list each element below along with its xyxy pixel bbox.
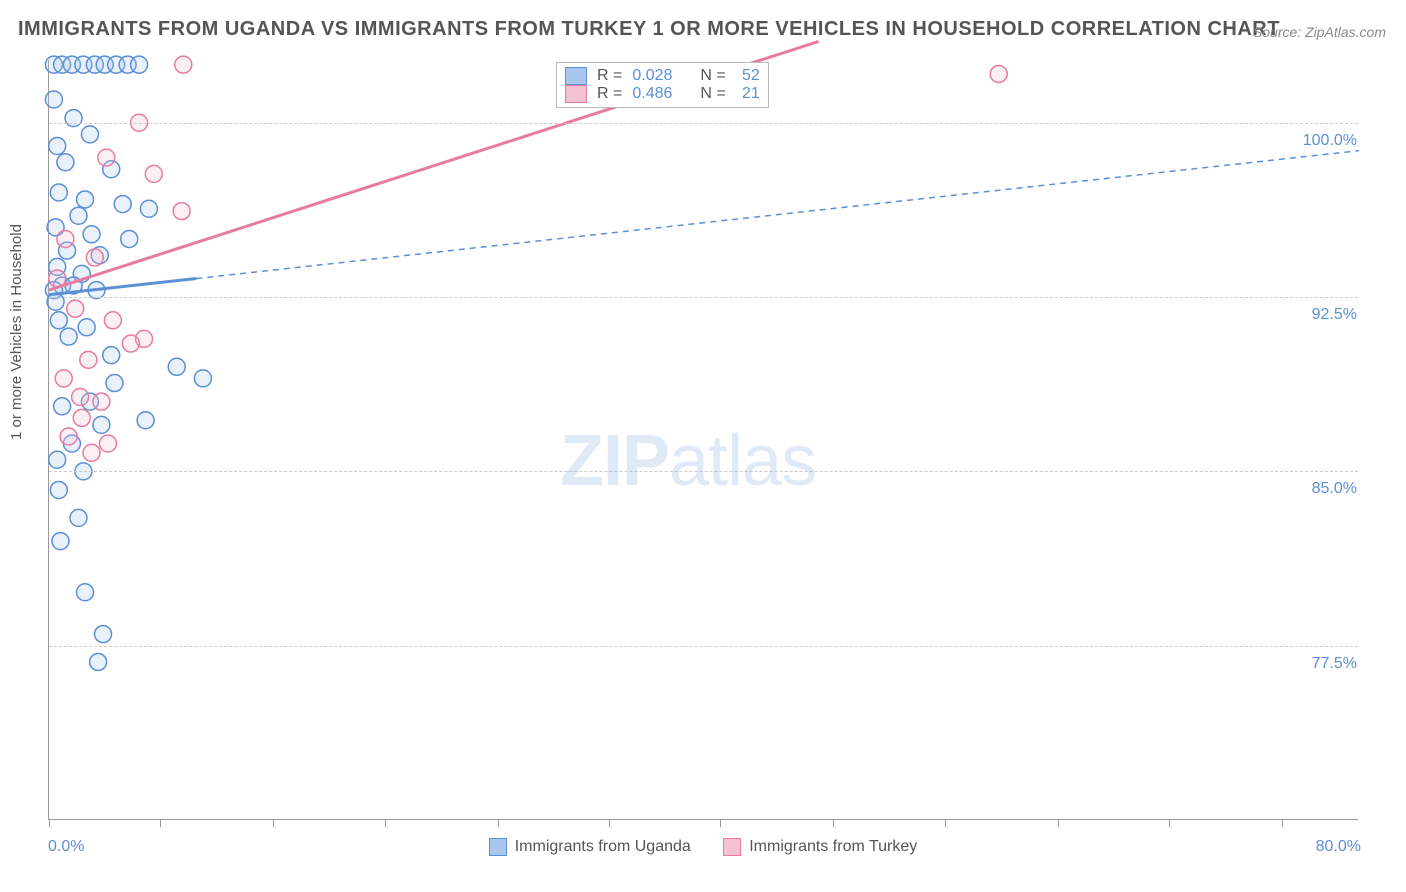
legend-label-turkey: Immigrants from Turkey	[749, 838, 917, 856]
scatter-point	[114, 196, 131, 213]
scatter-point	[77, 191, 94, 208]
x-tick	[1169, 819, 1170, 827]
scatter-point	[194, 370, 211, 387]
stats-row-uganda: R = 0.028 N = 52	[565, 67, 760, 85]
scatter-point	[65, 110, 82, 127]
stats-r-label-0: R =	[597, 67, 622, 85]
scatter-point	[55, 370, 72, 387]
scatter-point	[45, 91, 62, 108]
x-tick	[1058, 819, 1059, 827]
stats-box: R = 0.028 N = 52 R = 0.486 N = 21	[556, 62, 769, 108]
y-tick-label: 100.0%	[1299, 132, 1361, 150]
scatter-point	[140, 200, 157, 217]
scatter-point	[93, 393, 110, 410]
x-tick	[49, 819, 50, 827]
stats-swatch-turkey	[565, 85, 587, 103]
legend-bottom: Immigrants from Uganda Immigrants from T…	[0, 838, 1406, 861]
scatter-point	[104, 312, 121, 329]
scatter-point	[168, 358, 185, 375]
trend-line-dash	[196, 151, 1359, 279]
scatter-point	[173, 203, 190, 220]
scatter-point	[95, 626, 112, 643]
x-tick	[945, 819, 946, 827]
scatter-point	[60, 428, 77, 445]
scatter-point	[137, 412, 154, 429]
x-tick	[273, 819, 274, 827]
scatter-point	[57, 230, 74, 247]
scatter-point	[175, 56, 192, 73]
chart-title: IMMIGRANTS FROM UGANDA VS IMMIGRANTS FRO…	[18, 18, 1280, 41]
scatter-point	[70, 509, 87, 526]
scatter-point	[54, 398, 71, 415]
scatter-point	[80, 351, 97, 368]
scatter-point	[49, 451, 66, 468]
x-tick	[1282, 819, 1283, 827]
scatter-point	[50, 184, 67, 201]
gridline-h	[49, 297, 1358, 298]
scatter-point	[93, 416, 110, 433]
scatter-point	[106, 375, 123, 392]
gridline-h	[49, 646, 1358, 647]
scatter-point	[73, 409, 90, 426]
stats-r-val-0: 0.028	[632, 67, 672, 85]
watermark-bold: ZIP	[560, 421, 669, 501]
legend-label-uganda: Immigrants from Uganda	[515, 838, 691, 856]
scatter-point	[90, 653, 107, 670]
x-tick	[498, 819, 499, 827]
scatter-point	[990, 65, 1007, 82]
watermark-light: atlas	[669, 421, 816, 501]
legend-swatch-uganda	[489, 838, 507, 856]
scatter-point	[49, 137, 66, 154]
y-tick-label: 77.5%	[1308, 655, 1361, 673]
scatter-point	[70, 207, 87, 224]
stats-r-val-1: 0.486	[632, 85, 672, 103]
x-tick	[720, 819, 721, 827]
stats-row-turkey: R = 0.486 N = 21	[565, 85, 760, 103]
scatter-point	[145, 165, 162, 182]
scatter-point	[50, 312, 67, 329]
stats-n-label-1: N =	[700, 85, 725, 103]
gridline-h	[49, 123, 1358, 124]
stats-r-label-1: R =	[597, 85, 622, 103]
y-axis-label: 1 or more Vehicles in Household	[8, 224, 25, 440]
legend-item-turkey: Immigrants from Turkey	[723, 838, 917, 856]
scatter-point	[77, 584, 94, 601]
scatter-point	[52, 533, 69, 550]
scatter-point	[50, 481, 67, 498]
scatter-point	[103, 347, 120, 364]
scatter-point	[86, 249, 103, 266]
scatter-point	[81, 126, 98, 143]
scatter-point	[98, 149, 115, 166]
stats-n-val-0: 52	[736, 67, 760, 85]
y-tick-label: 85.0%	[1308, 480, 1361, 498]
scatter-point	[72, 389, 89, 406]
x-tick	[833, 819, 834, 827]
x-tick	[609, 819, 610, 827]
scatter-point	[78, 319, 95, 336]
y-tick-label: 92.5%	[1308, 306, 1361, 324]
scatter-point	[122, 335, 139, 352]
legend-swatch-turkey	[723, 838, 741, 856]
source-label: Source: ZipAtlas.com	[1253, 24, 1386, 40]
scatter-point	[83, 444, 100, 461]
scatter-point	[83, 226, 100, 243]
legend-item-uganda: Immigrants from Uganda	[489, 838, 691, 856]
scatter-point	[57, 154, 74, 171]
watermark: ZIPatlas	[560, 420, 816, 502]
scatter-point	[99, 435, 116, 452]
scatter-point	[67, 300, 84, 317]
scatter-point	[131, 56, 148, 73]
x-tick	[385, 819, 386, 827]
stats-n-label-0: N =	[700, 67, 725, 85]
x-tick	[160, 819, 161, 827]
correlation-chart: IMMIGRANTS FROM UGANDA VS IMMIGRANTS FRO…	[0, 0, 1406, 892]
stats-n-val-1: 21	[736, 85, 760, 103]
scatter-point	[121, 230, 138, 247]
stats-swatch-uganda	[565, 67, 587, 85]
scatter-point	[60, 328, 77, 345]
